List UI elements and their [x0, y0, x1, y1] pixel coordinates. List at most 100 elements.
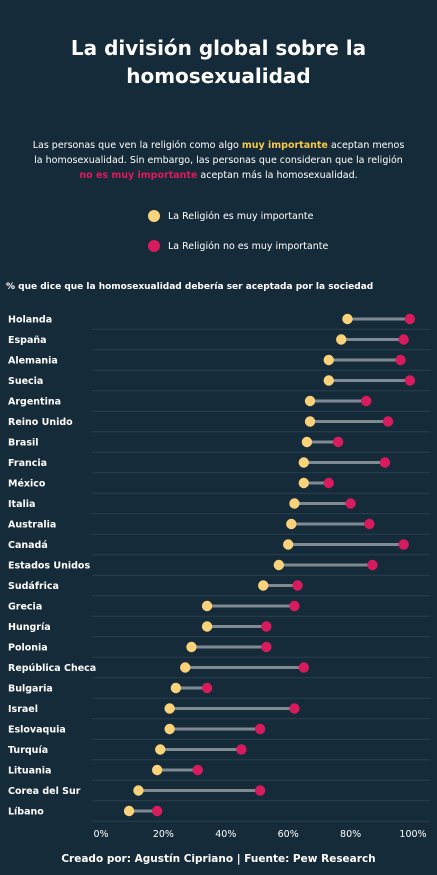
legend-dot-important: [148, 210, 160, 222]
point-not-important: [261, 641, 272, 653]
point-not-important: [254, 723, 266, 735]
country-label: Corea del Sur: [8, 786, 81, 797]
country-label: Estados Unidos: [8, 561, 90, 572]
point-not-important: [332, 436, 344, 448]
point-important: [289, 498, 300, 509]
subtitle: Las personas que ven la religión como al…: [30, 138, 407, 183]
point-not-important: [398, 334, 409, 345]
country-label: Grecia: [8, 602, 42, 613]
country-label: Bulgaria: [8, 684, 53, 695]
point-important: [123, 805, 135, 817]
point-not-important: [404, 313, 416, 325]
subtitle-part-2: aceptan menos la homosexualidad. Sin emb…: [34, 140, 405, 166]
legend-dot-not-important: [148, 240, 160, 252]
country-label: Brasil: [8, 438, 39, 449]
point-not-important: [361, 395, 372, 407]
point-not-important: [345, 498, 356, 509]
point-not-important: [192, 764, 203, 776]
point-not-important: [289, 600, 300, 612]
point-important: [180, 662, 191, 673]
x-tick-label: 80%: [340, 829, 361, 840]
point-important: [298, 457, 309, 468]
country-label: Canadá: [8, 540, 48, 551]
subtitle-highlight-important: muy importante: [241, 140, 328, 151]
country-label: Reino Unido: [8, 417, 73, 428]
point-important: [201, 600, 213, 612]
point-important: [323, 375, 334, 386]
point-important: [283, 539, 294, 550]
point-important: [170, 682, 182, 694]
page-title: La división global sobre la homosexualid…: [0, 34, 437, 90]
point-important: [304, 395, 316, 407]
point-not-important: [367, 559, 378, 571]
point-important: [304, 416, 316, 427]
legend-item-not-important: La Religión no es muy importante: [148, 238, 328, 254]
country-label: Argentina: [8, 397, 61, 408]
point-not-important: [404, 375, 416, 386]
point-not-important: [382, 416, 394, 427]
country-label: Polonia: [8, 643, 48, 654]
point-important: [286, 518, 297, 530]
country-label: Turquía: [8, 745, 48, 756]
x-tick-label: 0%: [93, 829, 108, 840]
country-label: Eslovaquia: [8, 725, 66, 736]
legend: La Religión es muy importante La Religió…: [148, 208, 328, 268]
country-label: Alemania: [8, 356, 58, 367]
country-label: Italia: [8, 499, 35, 510]
title-line-1: La división global sobre la: [70, 36, 367, 60]
point-important: [186, 641, 197, 653]
point-important: [298, 477, 309, 489]
point-not-important: [151, 805, 163, 817]
point-not-important: [323, 477, 334, 489]
dumbbell-chart: Holanda España Alemania Suecia Argentina Rein…: [8, 313, 430, 840]
country-label: República Checa: [8, 663, 96, 674]
legend-label-important: La Religión es muy importante: [168, 210, 314, 222]
point-important: [151, 764, 163, 776]
point-important: [155, 744, 166, 755]
x-tick-label: 100%: [399, 829, 426, 840]
subtitle-highlight-not-important: no es muy importante: [79, 170, 198, 181]
point-important: [342, 313, 353, 325]
point-important: [164, 723, 175, 735]
point-not-important: [201, 682, 213, 694]
legend-label-not-important: La Religión no es muy importante: [168, 240, 329, 252]
point-not-important: [395, 354, 406, 366]
country-label: Hungría: [8, 622, 51, 633]
subtitle-part-3: aceptan más la homosexualidad.: [197, 170, 358, 181]
point-not-important: [292, 580, 303, 591]
country-label: Francia: [8, 458, 47, 469]
point-not-important: [289, 703, 300, 714]
point-not-important: [261, 621, 272, 632]
point-important: [258, 580, 269, 591]
x-tick-label: 40%: [215, 829, 236, 840]
x-tick-label: 20%: [153, 829, 174, 840]
country-label: México: [8, 479, 46, 490]
country-label: Israel: [8, 704, 38, 715]
country-label: Australia: [8, 520, 56, 531]
country-label: Holanda: [8, 315, 52, 326]
point-important: [164, 703, 175, 714]
point-important: [301, 436, 313, 448]
subtitle-part-1: Las personas que ven la religión como al…: [32, 140, 242, 151]
footer-credits: Creado por: Agustín Cipriano | Fuente: P…: [61, 853, 376, 865]
country-label: Suecia: [8, 376, 43, 387]
country-label: España: [8, 335, 47, 346]
x-tick-label: 60%: [278, 829, 299, 840]
point-important: [273, 559, 285, 571]
title-line-2: homosexualidad: [126, 64, 311, 88]
country-label: Lituania: [8, 766, 51, 777]
point-important: [201, 621, 213, 632]
legend-item-important: La Religión es muy importante: [148, 208, 328, 224]
point-important: [323, 354, 334, 366]
point-not-important: [236, 744, 247, 755]
point-not-important: [298, 662, 309, 673]
point-important: [336, 334, 347, 345]
country-label: Sudáfrica: [8, 581, 59, 592]
country-label: Líbano: [8, 807, 44, 818]
point-not-important: [379, 457, 391, 468]
chart-question: % que dice que la homosexualidad debería…: [6, 282, 374, 292]
point-important: [133, 785, 144, 796]
point-not-important: [398, 539, 409, 550]
point-not-important: [254, 785, 266, 796]
point-not-important: [364, 518, 375, 530]
